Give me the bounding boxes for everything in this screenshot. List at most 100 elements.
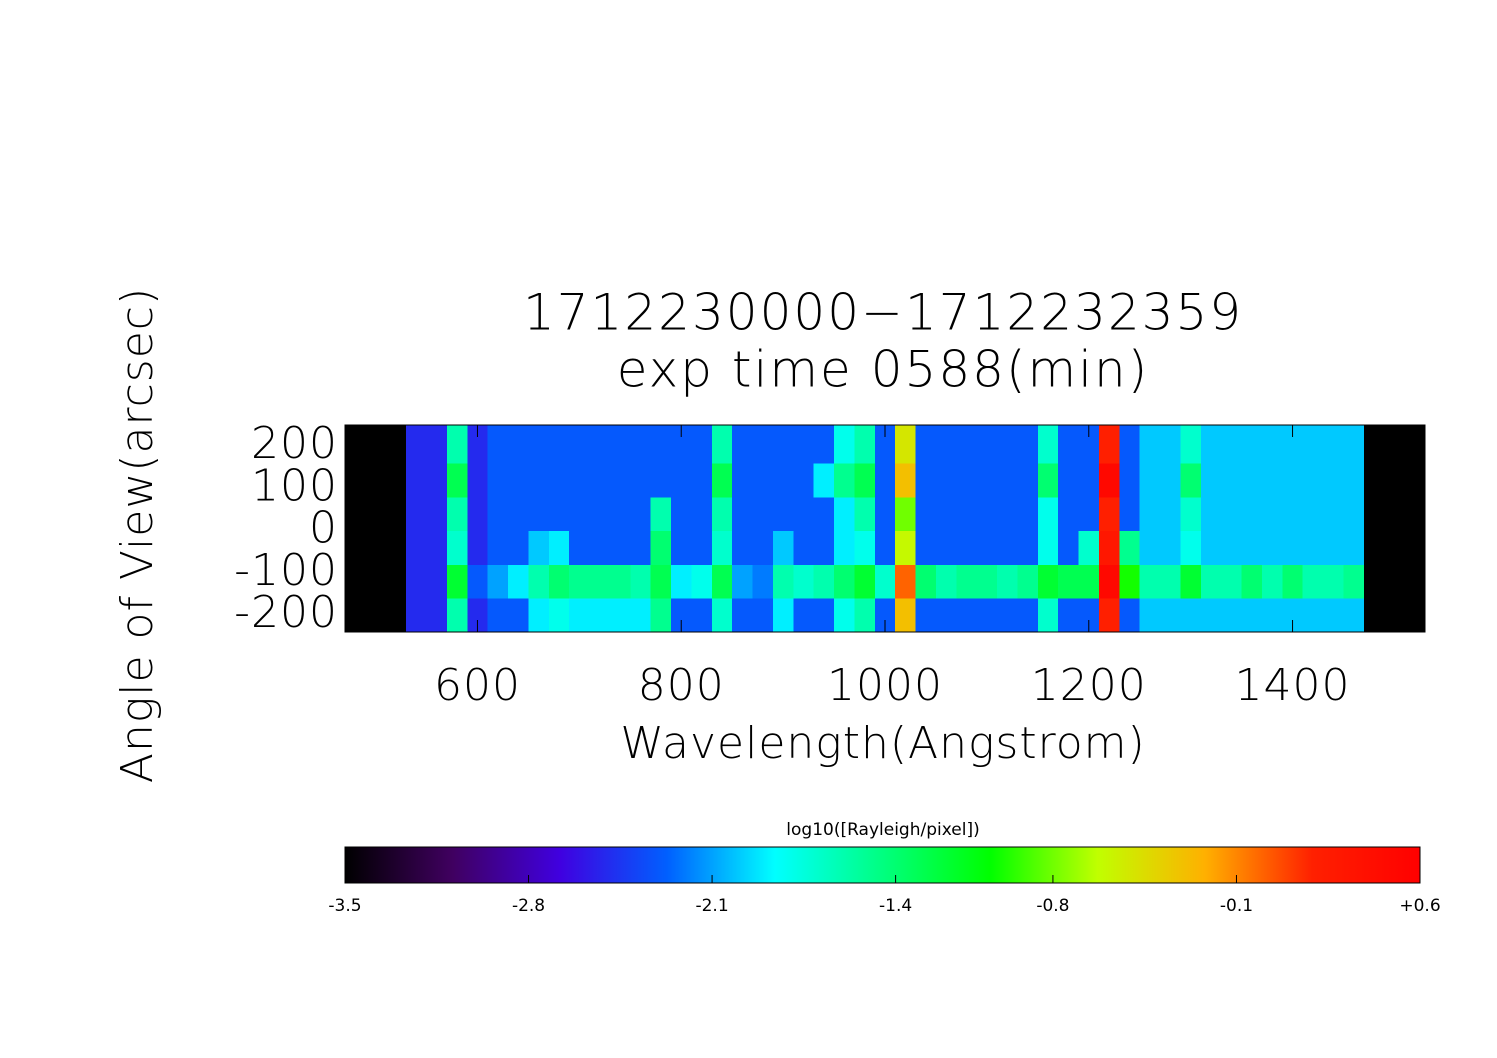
x-tick-label: 1200 (1031, 660, 1147, 711)
heatmap-cell (1098, 463, 1120, 498)
y-tick-label: 100 (251, 460, 338, 511)
heatmap-cell (548, 564, 570, 599)
heatmap-cell (1384, 496, 1406, 532)
heatmap-cell (874, 463, 896, 498)
heatmap-cell (1343, 564, 1365, 599)
heatmap-cell (915, 463, 937, 498)
heatmap-cell (1241, 564, 1263, 599)
heatmap-cell (1323, 496, 1344, 532)
heatmap-cell (1139, 530, 1161, 565)
y-tick-label: -100 (234, 545, 338, 596)
heatmap-cell (793, 463, 815, 498)
heatmap-cell (1098, 564, 1120, 599)
heatmap-cell (1037, 463, 1059, 498)
heatmap-cell (467, 564, 489, 599)
heatmap-cell (569, 425, 591, 464)
heatmap-cell (1241, 496, 1263, 532)
heatmap-cell (630, 598, 652, 633)
heatmap-cell (569, 598, 591, 633)
heatmap-cell (426, 530, 448, 565)
heatmap-cell (1221, 598, 1243, 633)
heatmap-cell (1078, 530, 1100, 565)
heatmap-cell (976, 598, 998, 633)
heatmap-cell (732, 425, 754, 464)
heatmap-cell (406, 463, 428, 498)
heatmap-cell (406, 425, 428, 464)
heatmap-cell (793, 425, 815, 464)
colorbar-tick-label: -2.1 (695, 896, 728, 916)
heatmap-cell (426, 564, 448, 599)
heatmap-cell (956, 598, 978, 633)
heatmap-cell (874, 564, 896, 599)
heatmap-cell (935, 425, 957, 464)
heatmap-cell (1363, 598, 1385, 633)
heatmap-cell (1282, 530, 1304, 565)
heatmap-cell (1119, 425, 1141, 464)
heatmap-cell (528, 598, 550, 633)
heatmap-cell (1058, 425, 1080, 464)
y-tick-label: -200 (234, 587, 338, 638)
heatmap-cell (1302, 530, 1324, 565)
heatmap-cell (752, 564, 774, 599)
heatmap-cell (1261, 425, 1283, 464)
heatmap-cell (1058, 463, 1080, 498)
heatmap-cell (915, 425, 937, 464)
heatmap-cell (956, 530, 978, 565)
heatmap-cell (1180, 496, 1202, 532)
heatmap-cell (1282, 496, 1304, 532)
heatmap-cell (508, 496, 529, 532)
heatmap-cell (650, 463, 672, 498)
heatmap-cell (1282, 425, 1304, 464)
heatmap-cell (508, 598, 529, 633)
heatmap-cell (1017, 425, 1039, 464)
heatmap-cell (732, 564, 754, 599)
heatmap-cell (650, 530, 672, 565)
heatmap-cell (732, 598, 754, 633)
heatmap-cell (1037, 564, 1059, 599)
heatmap-cell (772, 530, 794, 565)
heatmap-cell (895, 564, 917, 599)
colorbar-tick-label: -2.8 (512, 896, 545, 916)
heatmap-cell (1078, 425, 1100, 464)
heatmap-cell (1139, 425, 1161, 464)
heatmap-cell (548, 463, 570, 498)
heatmap-cell (752, 530, 774, 565)
heatmap-cell (426, 496, 448, 532)
heatmap-cell (508, 564, 529, 599)
heatmap-cell (548, 425, 570, 464)
heatmap-cell (1221, 463, 1243, 498)
heatmap-cell (1017, 496, 1039, 532)
heatmap-cell (813, 598, 835, 633)
heatmap-cell (1221, 496, 1243, 532)
heatmap-cell (854, 463, 876, 498)
heatmap-cell (854, 530, 876, 565)
heatmap-cell (1160, 564, 1181, 599)
heatmap-cell (691, 425, 713, 464)
heatmap-cell (854, 598, 876, 633)
heatmap-cell (711, 496, 733, 532)
heatmap-cell (976, 496, 998, 532)
heatmap-cell (711, 598, 733, 633)
heatmap-cell (345, 496, 366, 532)
heatmap-cell (854, 564, 876, 599)
heatmap-cell (752, 425, 774, 464)
heatmap-cell (711, 530, 733, 565)
heatmap-cell (1160, 598, 1181, 633)
heatmap-cell (1261, 598, 1283, 633)
heatmap-cell (976, 463, 998, 498)
heatmap-cell (854, 425, 876, 464)
heatmap-cell (1363, 425, 1385, 464)
heatmap-cell (834, 564, 855, 599)
heatmap-cell (467, 463, 489, 498)
heatmap-cell (385, 530, 407, 565)
heatmap-cell (345, 530, 366, 565)
heatmap-cell (385, 496, 407, 532)
heatmap-cell (426, 425, 448, 464)
heatmap-cell (895, 425, 917, 464)
heatmap-cell (997, 598, 1018, 633)
heatmap-cell (691, 598, 713, 633)
heatmap-cell (1323, 564, 1344, 599)
heatmap-cell (976, 530, 998, 565)
heatmap-cell (1282, 564, 1304, 599)
heatmap-cell (1078, 598, 1100, 633)
